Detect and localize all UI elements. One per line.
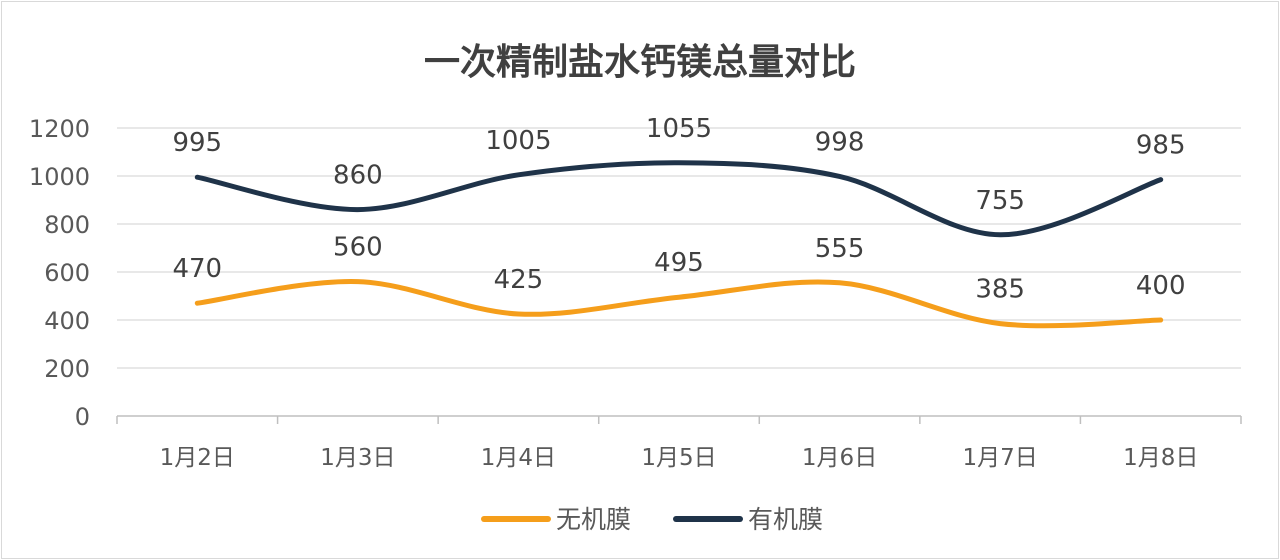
data-label: 860 [333,161,383,191]
data-label: 425 [494,265,544,295]
y-tick-label: 800 [44,211,90,239]
x-tick-label: 1月8日 [1123,445,1198,471]
data-label: 985 [1136,131,1186,161]
data-label: 995 [172,128,222,158]
y-tick-label: 0 [75,403,90,431]
y-tick-label: 600 [44,259,90,287]
x-tick-label: 1月2日 [160,445,235,471]
y-tick-label: 1200 [29,115,90,143]
data-label: 755 [975,186,1025,216]
x-tick-label: 1月7日 [963,445,1038,471]
data-label: 470 [172,254,222,284]
data-label: 385 [975,275,1025,305]
data-label: 495 [654,248,704,278]
y-tick-label: 400 [44,307,90,335]
x-tick-label: 1月5日 [641,445,716,471]
data-label: 555 [815,234,865,264]
data-label: 998 [815,127,865,157]
y-tick-label: 1000 [29,163,90,191]
y-tick-label: 200 [44,355,90,383]
series-line-1 [194,279,1164,329]
legend-label: 无机膜 [556,505,631,534]
data-label: 1005 [485,126,551,156]
x-tick-label: 1月6日 [802,445,877,471]
data-label: 400 [1136,271,1186,301]
data-label: 1055 [646,114,712,144]
chart-title: 一次精制盐水钙镁总量对比 [424,42,856,83]
data-label: 560 [333,233,383,263]
x-tick-label: 1月3日 [320,445,395,471]
legend-label: 有机膜 [748,505,823,534]
x-tick-label: 1月4日 [481,445,556,471]
series-line-2 [194,160,1164,238]
